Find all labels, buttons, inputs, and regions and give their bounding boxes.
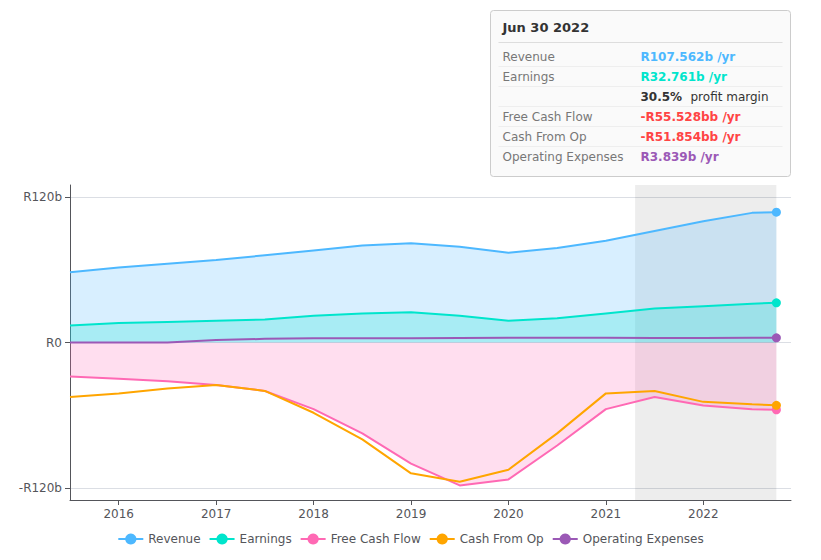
- svg-text:Free Cash Flow: Free Cash Flow: [503, 110, 593, 124]
- svg-text:Revenue: Revenue: [148, 532, 200, 546]
- svg-text:R32.761b /yr: R32.761b /yr: [641, 70, 728, 84]
- svg-text:R3.839b /yr: R3.839b /yr: [641, 150, 719, 164]
- svg-text:Operating Expenses: Operating Expenses: [583, 532, 704, 546]
- svg-text:-R120b: -R120b: [19, 481, 62, 495]
- svg-text:Cash From Op: Cash From Op: [460, 532, 544, 546]
- svg-text:R107.562b /yr: R107.562b /yr: [641, 50, 736, 64]
- svg-text:2019: 2019: [396, 507, 427, 521]
- svg-text:R0: R0: [46, 336, 62, 350]
- svg-text:2017: 2017: [201, 507, 232, 521]
- svg-text:Cash From Op: Cash From Op: [503, 130, 587, 144]
- svg-text:2016: 2016: [103, 507, 134, 521]
- svg-text:Free Cash Flow: Free Cash Flow: [331, 532, 421, 546]
- svg-text:Earnings: Earnings: [240, 532, 292, 546]
- svg-text:-R51.854bb /yr: -R51.854bb /yr: [641, 130, 741, 144]
- svg-text:30.5%: 30.5%: [641, 90, 683, 104]
- svg-text:profit margin: profit margin: [691, 90, 769, 104]
- svg-text:Earnings: Earnings: [503, 70, 555, 84]
- svg-text:2022: 2022: [688, 507, 719, 521]
- svg-text:Operating Expenses: Operating Expenses: [503, 150, 624, 164]
- svg-text:Revenue: Revenue: [503, 50, 555, 64]
- svg-text:2020: 2020: [493, 507, 524, 521]
- svg-text:R120b: R120b: [23, 190, 62, 204]
- svg-text:Jun 30 2022: Jun 30 2022: [502, 20, 590, 35]
- svg-text:-R55.528bb /yr: -R55.528bb /yr: [641, 110, 741, 124]
- svg-text:2021: 2021: [591, 507, 622, 521]
- svg-text:2018: 2018: [298, 507, 329, 521]
